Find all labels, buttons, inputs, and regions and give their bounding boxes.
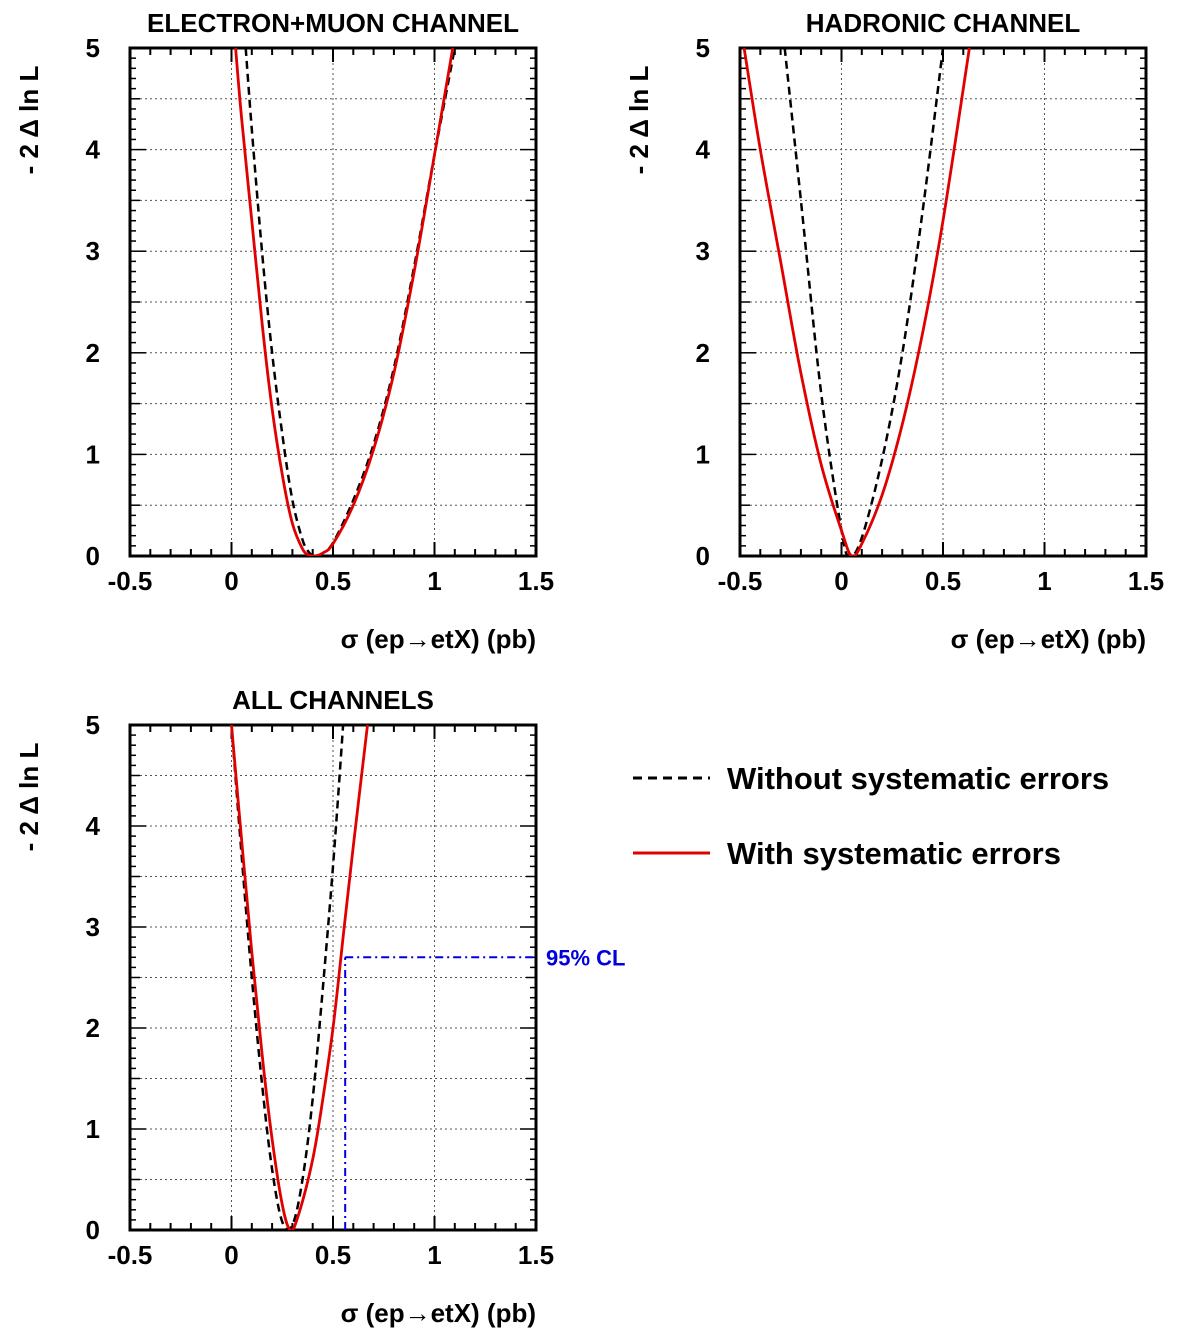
x-tick-label: 1.5: [518, 566, 554, 596]
y-tick-label: 1: [696, 439, 710, 469]
y-tick-label: 4: [86, 135, 101, 165]
y-tick-label: 4: [86, 811, 101, 841]
y-axis-label: - 2 Δ ln L: [14, 66, 44, 175]
series-with-systematics-hadronic: [742, 48, 971, 556]
x-axis-label: σ (ep→etX) (pb): [341, 624, 536, 654]
grid-all-channels: [130, 725, 536, 1230]
plot-frame-all-channels: [128, 723, 538, 1232]
x-tick-label: 1: [427, 566, 441, 596]
cl-label: 95% CL: [546, 945, 625, 970]
x-axis-label: σ (ep→etX) (pb): [951, 624, 1146, 654]
x-tick-label: -0.5: [718, 566, 763, 596]
x-tick-label: -0.5: [108, 1240, 153, 1270]
y-tick-label: 2: [696, 338, 710, 368]
y-tick-label: 3: [696, 236, 710, 266]
y-tick-label: 1: [86, 1114, 100, 1144]
x-tick-label: 0: [224, 566, 238, 596]
x-tick-label: 1: [427, 1240, 441, 1270]
x-axis-label: σ (ep→etX) (pb): [341, 1298, 536, 1328]
series-with-systematics-electron-muon: [234, 48, 455, 556]
panel-all-channels: -0.5 0 0.5 1 1.5 0 1 2 3 4 5 ALL CHANNELS σ (ep→etX)…: [14, 685, 625, 1328]
annotation-95cl: 95% CL: [344, 945, 625, 1230]
x-tick-label: -0.5: [108, 566, 153, 596]
x-tick-label: 0.5: [315, 566, 351, 596]
y-tick-label: 0: [86, 1215, 100, 1245]
x-tick-label: 0: [834, 566, 848, 596]
y-tick-label: 3: [86, 236, 100, 266]
y-tick-label: 2: [86, 1013, 100, 1043]
y-tick-label: 0: [86, 541, 100, 571]
y-tick-label: 0: [696, 541, 710, 571]
series-with-systematics-all-channels: [230, 725, 369, 1230]
y-axis-label: - 2 Δ ln L: [14, 743, 44, 852]
y-tick-label: 2: [86, 338, 100, 368]
y-tick-label: 1: [86, 439, 100, 469]
plot-frame-electron-muon: [128, 46, 538, 558]
chart-title-all-channels: ALL CHANNELS: [232, 685, 434, 715]
x-tick-label: 0.5: [925, 566, 961, 596]
x-tick-label: 0.5: [315, 1240, 351, 1270]
y-tick-label: 5: [86, 33, 100, 63]
chart-title-hadronic: HADRONIC CHANNEL: [806, 8, 1081, 38]
x-tick-label: 1.5: [1128, 566, 1164, 596]
chart-title-electron-muon: ELECTRON+MUON CHANNEL: [147, 8, 519, 38]
grid-hadronic: [740, 48, 1146, 556]
series-without-systematics-hadronic: [783, 48, 945, 556]
x-tick-label: 1.5: [518, 1240, 554, 1270]
x-tick-label: 0: [224, 1240, 238, 1270]
panel-electron-muon: -0.5 0 0.5 1 1.5 0 1 2 3 4 5 ELECTRON+MUON CHANNEL σ…: [14, 8, 554, 654]
y-tick-label: 3: [86, 912, 100, 942]
panel-hadronic: -0.5 0 0.5 1 1.5 0 1 2 3 4 5 HADRONIC CHANNEL σ (ep→…: [624, 8, 1164, 654]
legend-label-without: Without systematic errors: [727, 761, 1109, 796]
y-tick-label: 4: [696, 135, 711, 165]
y-tick-label: 5: [86, 710, 100, 740]
series-without-systematics-all-channels: [230, 725, 345, 1230]
legend-label-with: With systematic errors: [727, 836, 1061, 871]
x-tick-label: 1: [1037, 566, 1051, 596]
legend: Without systematic errors With systemati…: [633, 761, 1109, 871]
y-axis-label: - 2 Δ ln L: [624, 66, 654, 175]
grid-electron-muon: [130, 48, 536, 556]
y-tick-label: 5: [696, 33, 710, 63]
